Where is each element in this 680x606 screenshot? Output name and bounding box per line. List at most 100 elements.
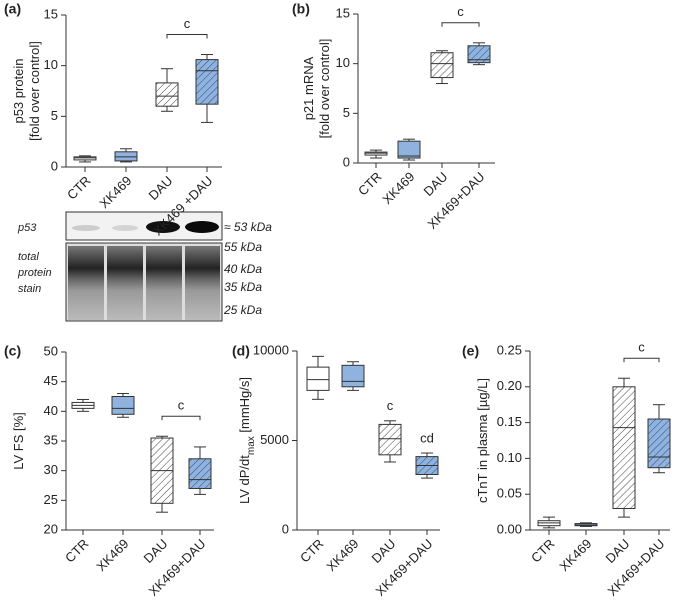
significance-bracket (166, 34, 208, 39)
y-axis-label: LV dP/dtmax [mmHg/s] (237, 377, 257, 504)
panel-label: (d) (232, 343, 250, 359)
y-tick-label: 50 (44, 343, 58, 358)
annotation: c (457, 4, 464, 19)
y-tick-label: 20 (44, 521, 58, 536)
x-tick-label: CTR (297, 536, 326, 565)
kda-label: 25 kDa (223, 303, 262, 317)
box (378, 423, 402, 456)
box (467, 45, 491, 64)
y-tick-label: 0.00 (497, 521, 522, 536)
x-tick-label: CTR (62, 536, 91, 565)
y-axis-label: LV FS [%] (11, 412, 26, 470)
x-tick-label: XK469 (323, 536, 361, 574)
x-tick-label: DAU (369, 536, 399, 566)
significance-bracket (161, 415, 201, 421)
x-tick-label: CTR (528, 536, 557, 565)
x-tick-label: CTR (355, 169, 384, 198)
box (155, 82, 179, 107)
annotation: c (638, 340, 645, 355)
y-tick-label: 15 (44, 6, 58, 21)
x-tick-label: XK469 (379, 169, 417, 207)
blot-label: protein (17, 267, 52, 279)
x-tick-label: XK469 (93, 536, 131, 574)
panel-label: (b) (292, 1, 310, 17)
y-tick-label: 10 (44, 57, 58, 72)
y-axis-label-part: max (246, 436, 257, 455)
significance-bracket (441, 22, 480, 27)
y-axis-label: p53 protein (11, 58, 26, 123)
band (146, 221, 180, 233)
y-tick-label: 5 (51, 108, 58, 123)
box (430, 52, 454, 79)
annotation: cd (420, 430, 434, 445)
y-tick-label: 10000 (253, 342, 289, 357)
box (111, 396, 135, 415)
y-tick-label: 0 (282, 521, 289, 536)
y-tick-label: 0 (51, 158, 58, 173)
y-tick-label: 45 (44, 373, 58, 388)
significance-bracket (623, 357, 660, 363)
y-axis-label-part: LV dP/dt (237, 455, 252, 504)
y-axis-label: [fold over control] (317, 39, 332, 139)
y-tick-label: 40 (44, 403, 58, 418)
box (341, 364, 365, 388)
x-tick-label: DAU (146, 173, 176, 203)
blot-label: stain (18, 283, 41, 295)
lane (185, 246, 220, 320)
y-axis-label-part: [fold over control] (27, 41, 42, 141)
y-tick-label: 30 (44, 462, 58, 477)
band (112, 225, 138, 231)
annotation: c (184, 16, 191, 31)
y-tick-label: 35 (44, 432, 58, 447)
y-axis-label-part: p21 mRNA (301, 56, 316, 120)
lane (107, 246, 143, 320)
y-axis-label-part: [mmHg/s] (237, 377, 252, 436)
blot-label: p53 (17, 222, 37, 234)
y-axis-label: cTnT in plasma [µg/L] (475, 378, 490, 503)
box (114, 151, 138, 162)
x-tick-label: DAU (603, 536, 633, 566)
box (188, 458, 212, 489)
kda-label: 35 kDa (224, 280, 262, 294)
kda-label: 40 kDa (224, 262, 262, 276)
western-blot: p53 total protein stain ≈ 53 kDa 55 kDa … (17, 211, 272, 322)
y-axis-label-part: LV FS [%] (11, 412, 26, 470)
x-tick-label: DAU (421, 169, 451, 199)
lane (146, 246, 182, 320)
y-tick-label: 5000 (260, 432, 289, 447)
annotation: c (178, 398, 185, 413)
y-tick-label: 15 (336, 5, 350, 20)
band (185, 221, 219, 233)
panel-label: (a) (4, 1, 21, 17)
blot-label: total (18, 251, 39, 263)
y-tick-label: 25 (44, 492, 58, 507)
y-tick-label: 0.05 (497, 486, 522, 501)
y-tick-label: 0.10 (497, 450, 522, 465)
y-tick-label: 5 (343, 105, 350, 120)
lane (68, 246, 104, 320)
box (397, 140, 421, 159)
band (72, 225, 100, 231)
y-axis-label: p21 mRNA (301, 56, 316, 120)
box (647, 418, 671, 469)
x-tick-label: DAU (141, 536, 171, 566)
box (195, 59, 219, 105)
box (73, 156, 97, 161)
panel-label: (e) (462, 343, 479, 359)
y-tick-label: 10 (336, 55, 350, 70)
y-tick-label: 0 (343, 154, 350, 169)
y-tick-label: 0.25 (497, 342, 522, 357)
x-tick-label: XK469 (556, 536, 594, 574)
y-axis-label-part: cTnT in plasma [µg/L] (475, 378, 490, 503)
panel-label: (c) (4, 343, 21, 359)
y-axis-label-part: p53 protein (11, 58, 26, 123)
y-axis-label-part: [fold over control] (317, 39, 332, 139)
x-tick-label: CTR (64, 173, 93, 202)
kda-label: 55 kDa (224, 240, 262, 254)
y-tick-label: 0.15 (497, 414, 522, 429)
kda-label: ≈ 53 kDa (224, 220, 272, 234)
y-axis-label: [fold over control] (27, 41, 42, 141)
y-tick-label: 0.20 (497, 378, 522, 393)
x-tick-label: XK469 (96, 173, 134, 211)
